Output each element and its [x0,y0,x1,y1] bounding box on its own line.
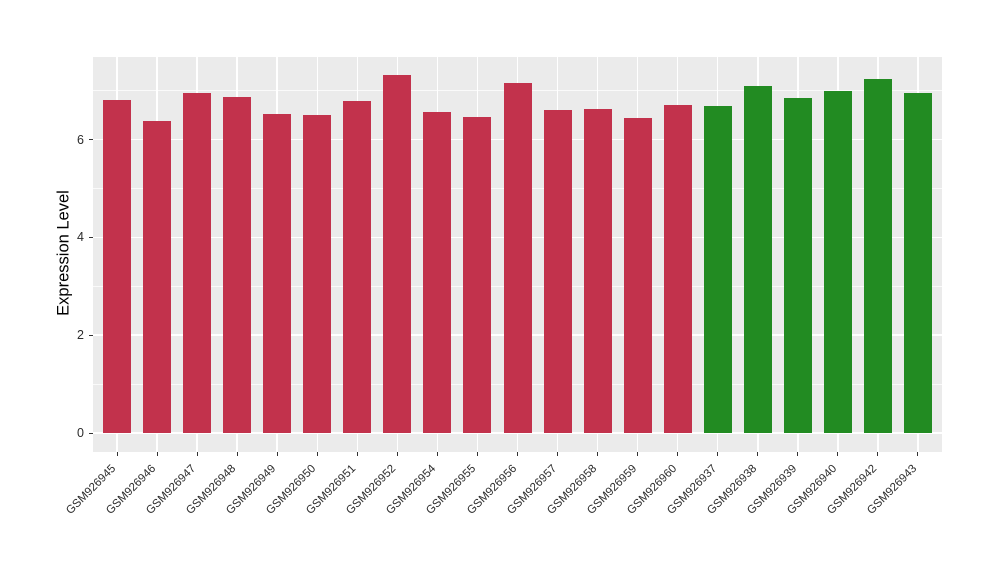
x-tick [476,452,478,456]
bar [143,120,172,433]
x-tick [637,452,639,456]
x-tick [396,452,398,456]
bar [663,104,692,433]
y-tick-label: 6 [77,132,84,147]
x-tick [917,452,919,456]
x-tick-label: GSM926943 [865,462,920,517]
x-tick [276,452,278,456]
x-tick-label: GSM926937 [664,462,719,517]
x-tick-label: GSM926951 [304,462,359,517]
bar [863,79,892,433]
x-tick [797,452,799,456]
x-tick-label: GSM926960 [624,462,679,517]
bar [823,91,852,433]
y-tick [89,432,93,434]
bar [423,112,452,433]
x-tick [597,452,599,456]
x-tick [116,452,118,456]
x-tick-label: GSM926939 [744,462,800,517]
x-tick [196,452,198,456]
x-tick [436,452,438,456]
x-tick-label: GSM926947 [144,462,199,517]
bar [543,110,572,433]
bar [463,117,492,433]
x-tick-label: GSM926949 [224,462,279,517]
y-tick-label: 0 [77,426,84,440]
bar [703,105,732,433]
bar [263,113,292,433]
x-tick-label: GSM926957 [504,462,559,517]
bar [583,108,612,433]
x-tick [316,452,318,456]
x-tick [677,452,679,456]
y-tick [89,139,93,141]
x-tick-label: GSM926958 [544,462,599,517]
bar [783,97,812,433]
x-tick [356,452,358,456]
x-tick-label: GSM926955 [424,462,479,517]
bar [383,74,412,433]
x-tick [757,452,759,456]
bar [343,100,372,433]
x-tick [837,452,839,456]
x-tick-label: GSM926952 [344,462,399,517]
y-tick-label: 4 [77,230,84,245]
bar [503,83,532,433]
x-tick-label: GSM926940 [784,462,840,517]
x-tick-label: GSM926954 [384,462,439,517]
x-tick-label: GSM926946 [104,462,159,517]
bar [103,99,132,433]
x-tick-label: GSM926942 [825,462,880,517]
gridline-major-horizontal [93,432,942,434]
x-tick-label: GSM926945 [64,462,119,517]
y-axis-title: Expression Level [54,189,73,316]
bar [303,115,332,433]
x-tick [877,452,879,456]
bar [743,85,772,433]
x-tick-label: GSM926938 [704,462,760,517]
y-tick-label: 2 [77,328,84,343]
x-tick-label: GSM926948 [184,462,239,517]
y-tick [89,334,93,336]
x-tick [557,452,559,456]
x-tick [156,452,158,456]
x-tick [236,452,238,456]
bar [183,93,212,433]
x-tick-label: GSM926959 [584,462,639,517]
x-tick-label: GSM926950 [264,462,319,517]
x-tick [517,452,518,456]
plot-panel [93,57,942,452]
x-tick-label: GSM926956 [464,462,519,517]
bar [903,92,932,433]
bar [623,118,652,433]
y-tick [89,236,93,238]
x-tick [717,452,719,456]
bar [223,97,252,433]
